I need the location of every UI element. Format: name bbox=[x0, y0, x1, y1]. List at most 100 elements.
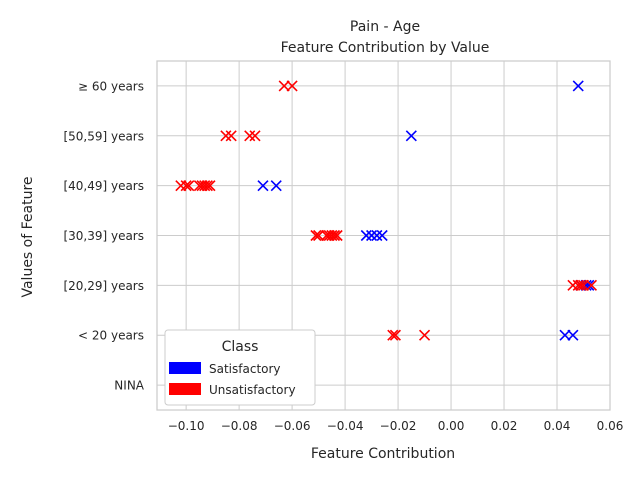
x-tick-label: −0.04 bbox=[327, 419, 364, 433]
marker-satisfactory bbox=[572, 80, 584, 92]
marker-stroke bbox=[310, 229, 322, 242]
marker-stroke bbox=[331, 229, 343, 242]
marker-stroke bbox=[313, 229, 325, 242]
marker-stroke bbox=[580, 279, 592, 291]
x-tick-label: 0.06 bbox=[597, 419, 624, 433]
marker-stroke bbox=[270, 180, 282, 192]
marker-unsatisfactory bbox=[220, 130, 232, 142]
chart-subtitle: Feature Contribution by Value bbox=[281, 40, 490, 56]
marker-stroke bbox=[575, 279, 587, 291]
marker-stroke bbox=[376, 229, 388, 242]
marker-stroke bbox=[199, 180, 211, 192]
marker-unsatisfactory bbox=[572, 279, 584, 291]
chart-title: Pain - Age bbox=[350, 19, 420, 35]
marker-unsatisfactory bbox=[313, 229, 325, 242]
marker-stroke bbox=[320, 229, 333, 242]
y-axis-ticks: NINA < 20 years [20,29] years [30,39] years… bbox=[63, 79, 144, 392]
marker-satisfactory bbox=[270, 180, 282, 192]
marker-unsatisfactory bbox=[204, 180, 216, 192]
x-tick-label: 0.00 bbox=[438, 419, 465, 433]
marker-stroke bbox=[567, 329, 579, 341]
marker-unsatisfactory bbox=[193, 180, 205, 192]
marker-unsatisfactory bbox=[389, 329, 401, 341]
marker-unsatisfactory bbox=[249, 130, 261, 142]
marker-satisfactory bbox=[583, 279, 595, 291]
y-tick-label-20-years: < 20 years bbox=[78, 329, 144, 343]
marker-satisfactory bbox=[360, 229, 372, 242]
y-tick-label-nina: NINA bbox=[114, 379, 144, 393]
x-tick-label: 0.04 bbox=[544, 419, 571, 433]
marker-stroke bbox=[387, 329, 399, 341]
legend-label-unsatisfactory: Unsatisfactory bbox=[209, 383, 296, 397]
marker-stroke bbox=[220, 130, 232, 142]
marker-stroke bbox=[175, 180, 187, 192]
marker-stroke bbox=[389, 329, 401, 341]
marker-stroke bbox=[244, 130, 256, 142]
marker-stroke bbox=[585, 279, 598, 291]
marker-stroke bbox=[360, 229, 372, 242]
legend-title: Class bbox=[222, 339, 259, 355]
marker-stroke bbox=[326, 229, 338, 242]
marker-unsatisfactory bbox=[323, 229, 335, 242]
marker-stroke bbox=[583, 279, 595, 291]
marker-satisfactory bbox=[559, 329, 571, 341]
marker-stroke bbox=[572, 80, 584, 92]
data-markers bbox=[175, 80, 598, 341]
marker-unsatisfactory bbox=[175, 180, 187, 192]
marker-stroke bbox=[577, 279, 590, 291]
marker-unsatisfactory bbox=[196, 180, 208, 192]
marker-stroke bbox=[405, 130, 417, 142]
x-tick-label: −0.10 bbox=[168, 419, 205, 433]
legend-box bbox=[164, 329, 316, 406]
marker-unsatisfactory bbox=[387, 329, 399, 341]
marker-stroke bbox=[572, 279, 584, 291]
marker-unsatisfactory bbox=[567, 279, 579, 291]
marker-unsatisfactory bbox=[418, 329, 431, 341]
marker-unsatisfactory bbox=[577, 279, 590, 291]
marker-unsatisfactory bbox=[278, 80, 290, 92]
marker-stroke bbox=[366, 229, 378, 242]
marker-stroke bbox=[559, 329, 571, 341]
marker-satisfactory bbox=[580, 279, 592, 291]
marker-satisfactory bbox=[376, 229, 388, 242]
marker-unsatisfactory bbox=[201, 180, 213, 192]
legend: Class Satisfactory Unsatisfactory bbox=[164, 329, 316, 406]
marker-unsatisfactory bbox=[575, 279, 587, 291]
marker-unsatisfactory bbox=[180, 180, 192, 192]
marker-stroke bbox=[196, 180, 208, 192]
plot-frame bbox=[156, 60, 611, 411]
marker-stroke bbox=[225, 130, 237, 142]
marker-satisfactory bbox=[567, 329, 579, 341]
marker-stroke bbox=[257, 180, 269, 192]
marker-stroke bbox=[201, 180, 213, 192]
marker-satisfactory bbox=[257, 180, 269, 192]
y-tick-label-20-29-years: [20,29] years bbox=[63, 279, 144, 293]
marker-unsatisfactory bbox=[183, 180, 195, 192]
marker-satisfactory bbox=[371, 229, 383, 242]
marker-stroke bbox=[286, 80, 298, 92]
marker-unsatisfactory bbox=[320, 229, 333, 242]
y-axis-label: Values of Feature bbox=[20, 176, 36, 297]
marker-unsatisfactory bbox=[331, 229, 343, 242]
marker-satisfactory bbox=[366, 229, 378, 242]
marker-stroke bbox=[204, 180, 216, 192]
y-tick-label-50-59-years: [50,59] years bbox=[63, 129, 144, 143]
x-axis-label: Feature Contribution bbox=[311, 446, 455, 462]
legend-swatch-unsatisfactory bbox=[169, 383, 201, 395]
marker-stroke bbox=[278, 80, 290, 92]
marker-unsatisfactory bbox=[328, 229, 341, 242]
x-tick-label: 0.02 bbox=[491, 419, 518, 433]
marker-stroke bbox=[371, 229, 383, 242]
marker-stroke bbox=[418, 329, 431, 341]
marker-unsatisfactory bbox=[199, 180, 211, 192]
marker-unsatisfactory bbox=[585, 279, 598, 291]
marker-unsatisfactory bbox=[244, 130, 256, 142]
marker-stroke bbox=[249, 130, 261, 142]
y-tick-label-40-49-years: [40,49] years bbox=[63, 179, 144, 193]
marker-unsatisfactory bbox=[225, 130, 237, 142]
y-tick-label-60-years: ≥ 60 years bbox=[78, 79, 144, 93]
marker-stroke bbox=[183, 180, 195, 192]
legend-swatch-satisfactory bbox=[169, 362, 201, 374]
marker-unsatisfactory bbox=[326, 229, 338, 242]
